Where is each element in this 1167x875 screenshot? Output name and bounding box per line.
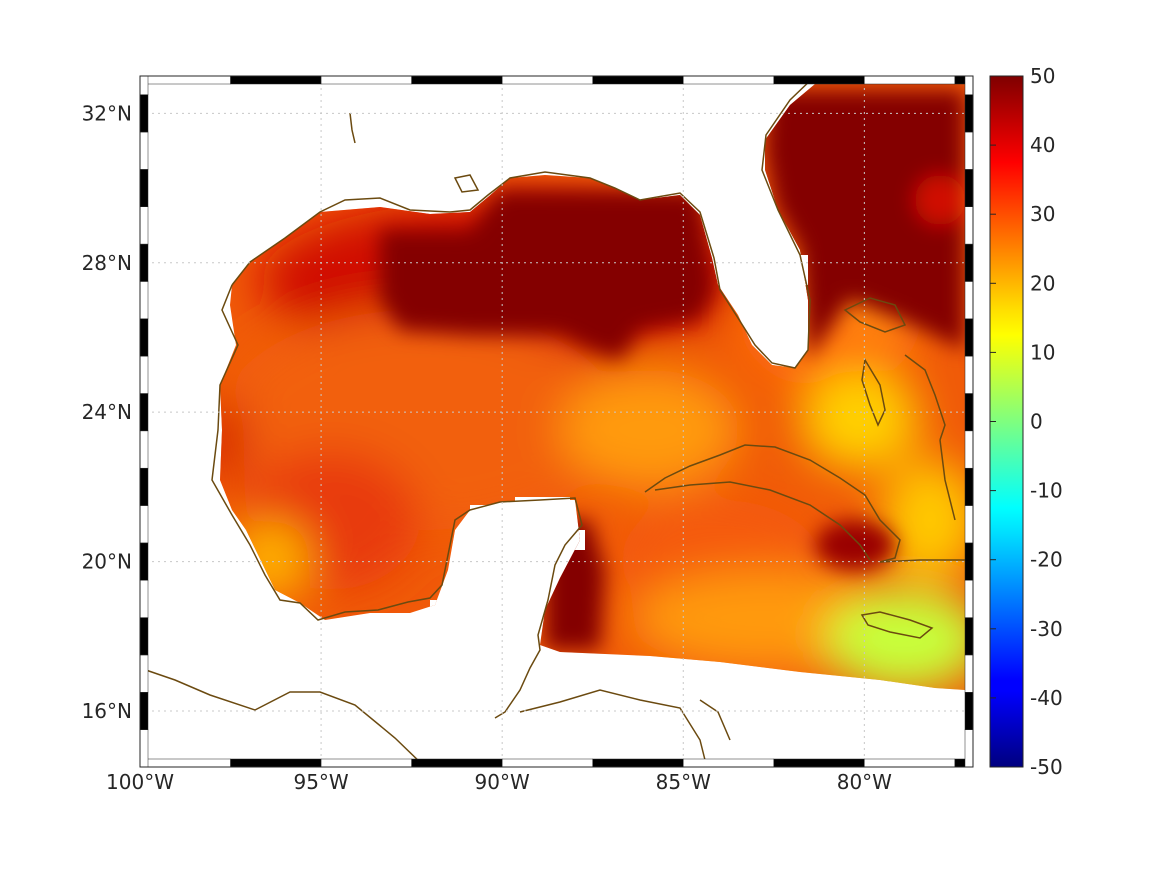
- lat-tick-label: 28°N: [82, 251, 132, 275]
- frame-segment: [964, 467, 974, 506]
- lon-tick-label: 90°W: [475, 770, 530, 794]
- colorbar-tick-label: -30: [1030, 617, 1063, 641]
- frame-segment: [592, 758, 684, 768]
- frame-segment: [139, 318, 149, 357]
- frame-segment: [139, 430, 149, 469]
- lon-tick-label: 85°W: [656, 770, 711, 794]
- lon-tick-label: 100°W: [106, 770, 174, 794]
- frame-segment: [139, 169, 149, 207]
- colorbar-tick-labels: 50 40 30 20 10 0 -10 -20 -30 -40 -50: [990, 64, 1063, 779]
- frame-segment: [864, 758, 956, 768]
- frame-segment: [964, 75, 974, 95]
- frame-segment: [501, 758, 593, 768]
- frame-segment: [964, 542, 974, 581]
- frame-segment: [501, 75, 593, 85]
- frame-segment: [773, 758, 865, 768]
- colorbar-tick-label: 40: [1030, 133, 1055, 157]
- frame-segment: [139, 542, 149, 581]
- frame-segment: [139, 243, 149, 282]
- frame-segment: [411, 75, 503, 85]
- frame-segment: [964, 281, 974, 320]
- frame-segment: [139, 206, 149, 245]
- frame-segment: [320, 75, 412, 85]
- coastlines: [139, 75, 965, 768]
- frame-segment: [964, 692, 974, 730]
- colorbar-tick-label: 10: [1030, 340, 1055, 364]
- frame-segment: [592, 75, 684, 85]
- frame-segment: [139, 393, 149, 432]
- frame-segment: [139, 467, 149, 506]
- frame-segment: [964, 206, 974, 245]
- lat-tick-label: 20°N: [82, 550, 132, 574]
- frame-segment: [139, 692, 149, 730]
- lat-tick-label: 16°N: [82, 699, 132, 723]
- frame-segment: [964, 729, 974, 768]
- frame-segment: [139, 729, 149, 768]
- frame-segment: [683, 758, 775, 768]
- longitude-tick-labels: 100°W 95°W 90°W 85°W 80°W: [106, 770, 892, 794]
- lon-tick-label: 80°W: [837, 770, 892, 794]
- frame-segment: [230, 758, 322, 768]
- colorbar-tick-label: 0: [1030, 410, 1043, 434]
- frame-segment: [964, 393, 974, 432]
- frame-segment: [964, 505, 974, 544]
- frame-segment: [139, 758, 231, 768]
- frame-segment: [139, 281, 149, 320]
- colorbar-tick-label: -20: [1030, 548, 1063, 572]
- colorbar: [989, 75, 1024, 768]
- frame-segment: [139, 355, 149, 394]
- frame-segment: [964, 654, 974, 693]
- frame-segment: [864, 75, 956, 85]
- frame-segment: [964, 355, 974, 394]
- colorbar-tick-label: -40: [1030, 686, 1063, 710]
- frame-segment: [139, 617, 149, 656]
- lon-tick-label: 95°W: [293, 770, 348, 794]
- frame-segment: [964, 131, 974, 170]
- frame-segment: [139, 75, 149, 95]
- frame-segment: [139, 131, 149, 170]
- lat-tick-label: 32°N: [82, 101, 132, 125]
- frame-segment: [139, 505, 149, 544]
- frame-segment: [964, 617, 974, 656]
- frame-segment: [964, 318, 974, 357]
- colorbar-tick-label: 20: [1030, 271, 1055, 295]
- colorbar-tick-label: -50: [1030, 755, 1063, 779]
- frame-segment: [139, 654, 149, 693]
- lat-tick-label: 24°N: [82, 400, 132, 424]
- frame-segment: [139, 75, 231, 85]
- frame-segment: [773, 75, 865, 85]
- frame-segment: [964, 430, 974, 469]
- frame-segment: [964, 243, 974, 282]
- frame-segment: [683, 75, 775, 85]
- colorbar-tick-label: -10: [1030, 479, 1063, 503]
- colorbar-tick-label: 50: [1030, 64, 1055, 88]
- map-frame-border: [139, 75, 974, 768]
- frame-segment: [139, 579, 149, 618]
- frame-segment: [230, 75, 322, 85]
- frame-segment: [411, 758, 503, 768]
- latitude-tick-labels: 16°N 20°N 24°N 28°N 32°N: [82, 101, 132, 723]
- frame-segment: [139, 94, 149, 133]
- frame-segment: [964, 169, 974, 207]
- colorbar-tick-label: 30: [1030, 202, 1055, 226]
- frame-segment: [964, 94, 974, 133]
- frame-segment: [320, 758, 412, 768]
- frame-segment: [964, 579, 974, 618]
